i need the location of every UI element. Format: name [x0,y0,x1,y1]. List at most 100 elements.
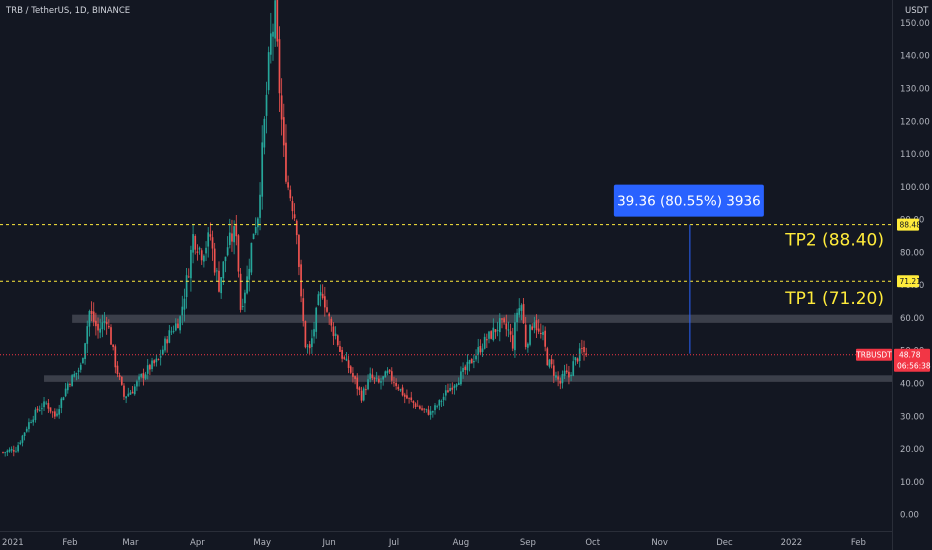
candle-body [73,374,76,377]
symbol-tag [856,348,892,361]
candle-body [494,329,497,333]
candle-body [323,296,326,308]
candle-body [110,327,112,345]
candle-body [228,232,231,246]
candle-body [289,189,292,199]
candle-body [572,361,575,377]
candle-body [19,442,22,445]
candle-body [339,346,341,352]
candle-body [226,247,229,256]
candle-body [565,370,568,373]
x-tick-label: 2021 [2,538,24,548]
candle-body [209,234,212,237]
candle-body [334,333,337,337]
candle-body [475,355,477,360]
candle-body [112,344,115,347]
candle-body [365,389,367,391]
candle-body [28,422,30,430]
candle-body [291,201,294,212]
y-tick-label: 60.00 [900,314,924,324]
candle-body [535,320,538,331]
candle-body [269,33,272,55]
candle-body [514,322,516,351]
candle-body [10,449,13,451]
candle-body [190,249,192,279]
measure-label: 39.36 (80.55%) 3936 [617,194,761,210]
time-axis[interactable]: 2021 Feb Mar Apr May Jun Jul Aug Sep Oct Nov Dec 202… [2,538,866,548]
candle-body [401,387,404,396]
candle-body [58,409,61,415]
candle-body [101,322,104,330]
candle-body [144,374,147,379]
candle-body [520,305,523,311]
candle-body [419,406,421,409]
candle-body [265,94,268,116]
candle-body [133,386,136,395]
candle-body [377,378,380,383]
candle-body [53,411,56,417]
candle-body [32,419,35,423]
candle-body [170,331,173,333]
candle-body [23,432,26,437]
candle-body [285,142,287,182]
candle-body [395,383,397,386]
candle-body [127,393,130,397]
candle-body [412,400,415,403]
candle-body [306,345,309,347]
candle-body [90,310,93,314]
candle-body [321,293,324,299]
tp2-label: TP2 (88.40) [784,231,884,251]
candle-body [88,310,91,327]
candle-body [473,361,475,363]
candle-body [317,294,320,305]
candle-body [151,360,153,370]
candle-body [179,316,181,331]
candle-body [103,321,106,323]
candle-body [36,408,39,411]
y-tick-label: 120.00 [900,117,930,127]
measure-box[interactable] [613,184,764,217]
candle-body [99,328,102,333]
candle-body [393,382,395,384]
candle-body [311,338,313,348]
candle-body [561,373,564,384]
candle-body [369,373,372,380]
resistance-zone[interactable] [72,314,893,323]
candle-body [224,256,227,262]
candle-body [362,388,365,401]
candle-body [546,348,549,366]
candle-body [79,364,82,370]
candle-body [185,275,188,298]
symbol-header: TRB / TetherUS, 1D, BINANCE [5,6,130,16]
candle-body [138,376,140,380]
tp2-axis-tag-label: 88.48 [900,221,922,230]
candle-body [177,323,179,329]
x-tick-label: Aug [453,538,470,548]
candle-body [462,367,464,372]
x-tick-label: May [253,538,271,548]
symbol-tag-label: TRBUSDT [855,351,892,360]
candle-body [12,450,15,452]
x-tick-label: Nov [651,538,668,548]
candle-body [97,323,99,331]
candle-body [431,411,434,413]
candle-body [272,31,274,37]
support-zone[interactable] [44,375,893,382]
candle-body [352,373,354,377]
candle-body [153,360,156,364]
candle-body [533,322,536,328]
y-tick-label: 40.00 [900,380,924,390]
candle-body [425,408,428,410]
candle-body [427,409,430,415]
candle-body [21,435,24,443]
candle-body [464,366,467,371]
candle-body [386,370,389,374]
candle-body [131,391,134,394]
candle-body [453,385,456,389]
candle-body [278,39,281,94]
candle-body [47,403,50,409]
candle-body [192,234,194,253]
candle-body [550,359,553,365]
